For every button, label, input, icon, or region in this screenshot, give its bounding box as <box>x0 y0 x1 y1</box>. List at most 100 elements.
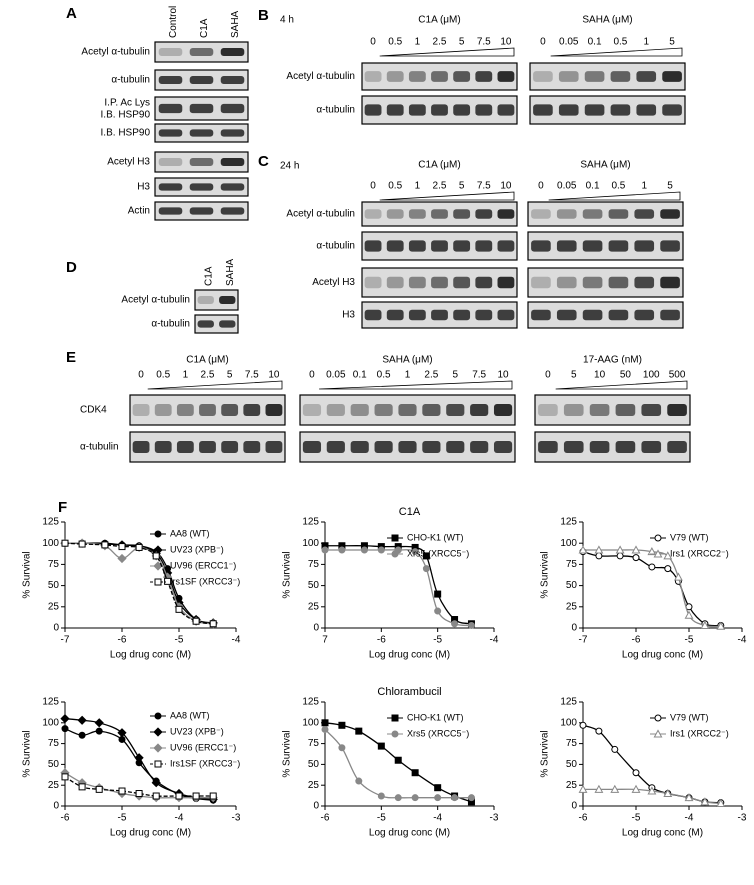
band <box>132 441 150 453</box>
y-tick-label: 0 <box>53 623 59 634</box>
band <box>531 309 551 321</box>
marker <box>338 546 346 554</box>
blot <box>534 431 691 463</box>
band <box>431 71 448 82</box>
band <box>556 240 577 252</box>
band <box>431 276 448 289</box>
marker <box>716 621 726 630</box>
dose-wedge <box>319 380 513 390</box>
band <box>220 48 245 56</box>
blot <box>194 289 239 311</box>
dose-label: 100 <box>643 370 660 381</box>
band <box>634 240 655 252</box>
marker <box>595 727 603 735</box>
dose-label: 500 <box>669 370 686 381</box>
row-label: H3 <box>137 182 150 193</box>
band <box>431 240 448 252</box>
marker <box>209 620 217 628</box>
marker <box>610 784 620 793</box>
dose-label: 10 <box>268 370 280 381</box>
band <box>154 404 172 416</box>
dose-label: 1 <box>405 370 411 381</box>
panel-label: A <box>66 5 77 22</box>
dose-label: 0 <box>540 37 546 48</box>
x-tick-label: -5 <box>685 635 694 646</box>
x-axis-label: Log drug conc (M) <box>110 828 191 839</box>
blot <box>527 267 684 298</box>
marker <box>151 778 161 788</box>
y-tick-label: 100 <box>302 538 319 549</box>
marker <box>338 744 346 752</box>
dose-label: 5 <box>227 370 233 381</box>
band <box>608 309 629 321</box>
band <box>350 441 369 453</box>
band <box>176 404 194 416</box>
dose-label: 7.5 <box>472 370 486 381</box>
marker <box>95 727 103 735</box>
marker <box>684 793 694 802</box>
y-axis-label: % Survival <box>540 730 551 777</box>
marker <box>394 756 402 764</box>
band <box>475 209 493 219</box>
marker <box>411 548 419 556</box>
band <box>636 71 657 82</box>
blot <box>194 314 239 334</box>
blot <box>529 62 686 91</box>
band <box>265 441 283 453</box>
legend-marker <box>654 714 662 722</box>
group-title: 17-AAG (nM) <box>583 355 642 366</box>
band <box>158 183 183 191</box>
y-tick-label: 25 <box>308 780 320 791</box>
band <box>556 209 577 219</box>
band <box>453 309 471 321</box>
dose-label: 5 <box>452 370 458 381</box>
lane-label: Control <box>168 6 179 38</box>
dose-label: 1 <box>183 370 189 381</box>
legend-label: AA8 (WT) <box>170 528 210 538</box>
marker <box>377 792 385 800</box>
band <box>408 209 426 219</box>
dose-label: 0 <box>138 370 144 381</box>
band <box>431 209 448 219</box>
y-tick-label: 100 <box>42 538 59 549</box>
band <box>199 441 216 453</box>
band <box>386 209 404 219</box>
band <box>497 276 515 289</box>
dose-label: 0.5 <box>156 370 170 381</box>
y-axis-label: % Survival <box>22 730 33 777</box>
band <box>243 404 261 416</box>
band <box>158 158 183 166</box>
band <box>497 71 515 82</box>
y-tick-label: 50 <box>48 759 60 770</box>
band <box>386 240 404 252</box>
band <box>197 320 214 328</box>
band <box>408 309 426 321</box>
marker <box>631 784 641 793</box>
marker <box>355 777 363 785</box>
band <box>610 71 631 82</box>
y-tick-label: 0 <box>313 801 319 812</box>
marker <box>451 620 459 628</box>
legend-label: Irs1SF (XRCC3⁻) <box>170 576 240 586</box>
band <box>221 404 239 416</box>
marker <box>616 552 624 560</box>
row-label: I.B. HSP90 <box>101 110 151 121</box>
lane-label: SAHA <box>230 10 241 38</box>
series-line <box>64 542 214 625</box>
band <box>243 441 261 453</box>
marker <box>411 769 419 777</box>
marker <box>411 794 419 802</box>
band <box>610 104 631 116</box>
band <box>265 404 283 416</box>
band <box>158 103 183 114</box>
dose-label: 10 <box>594 370 606 381</box>
marker <box>175 792 183 800</box>
band <box>364 104 382 116</box>
dose-label: 0.5 <box>611 181 625 192</box>
band <box>189 103 214 114</box>
band <box>636 104 657 116</box>
band <box>556 276 577 289</box>
band <box>475 309 493 321</box>
